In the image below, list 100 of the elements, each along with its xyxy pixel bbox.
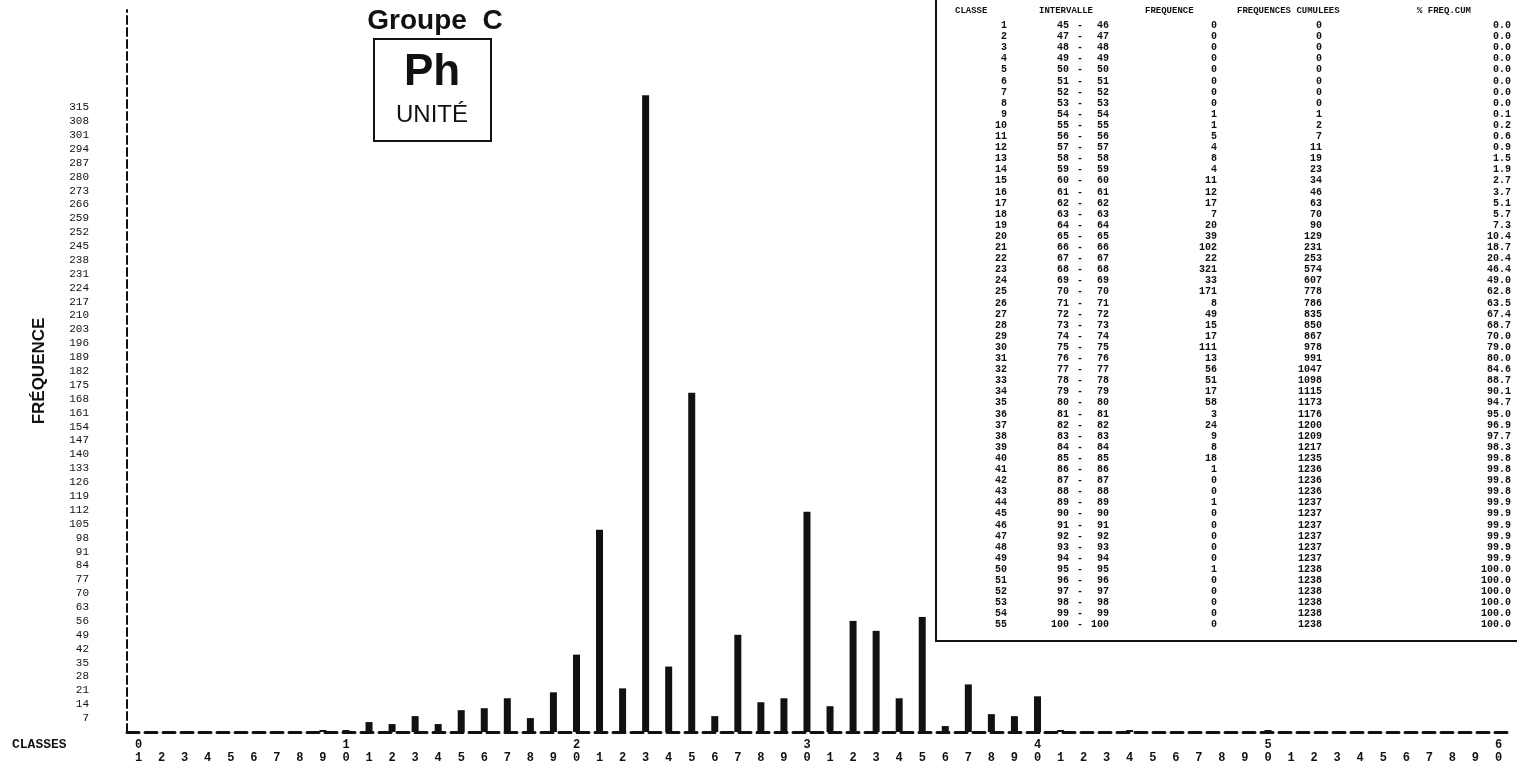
- text: 26 71 - 71 8 786 63.5: [994, 297, 1511, 309]
- x-tick-label: 4: [204, 750, 212, 765]
- y-tick-label: 196: [69, 337, 89, 350]
- text: 25 70 - 70 171 778 62.8: [994, 286, 1511, 298]
- y-tick-label: 231: [69, 267, 90, 280]
- text: 43 88 - 88 0 1236 99.8: [994, 486, 1511, 498]
- x-tick-label: 4: [1126, 750, 1134, 765]
- x-tick-label: 1: [826, 750, 834, 765]
- y-tick-label: 35: [75, 656, 89, 669]
- x-tick-label: 3: [872, 750, 880, 765]
- x-tick-label: 3: [642, 750, 650, 765]
- x-tick-label: 8: [1448, 750, 1456, 765]
- y-tick-label: 280: [69, 170, 89, 183]
- text: 21 66 - 66 102 231 18.7: [994, 242, 1511, 253]
- y-axis-title: FRÉQUENCE: [29, 317, 48, 425]
- text: 10 55 - 55 1 2 0.2: [994, 119, 1511, 131]
- x-tick-label: 01: [134, 737, 143, 765]
- text: 15 60 - 60 11 34 2.7: [994, 175, 1511, 187]
- x-tick-label: 7: [273, 750, 281, 765]
- text: 6 51 - 51 0 0 0.0: [1000, 75, 1511, 87]
- annotation: UNITÉ: [396, 99, 468, 127]
- category-label: FREQUENCE: [1145, 6, 1194, 16]
- text: 29 74 - 74 17 867 70.0: [994, 330, 1511, 342]
- text: 54 99 - 99 0 1238 100.0: [994, 608, 1511, 620]
- x-tick-label: 7: [1425, 750, 1433, 765]
- text: 31 76 - 76 13 991 80.0: [994, 353, 1511, 364]
- text: 35 80 - 80 58 1173 94.7: [994, 397, 1511, 409]
- x-tick-label: 8: [757, 750, 765, 765]
- x-tick-label: 9: [1471, 750, 1480, 765]
- text: 20 65 - 65 39 129 10.4: [994, 230, 1511, 242]
- x-tick-label: 9: [549, 750, 558, 765]
- x-tick-label: 5: [1379, 750, 1387, 765]
- x-tick-label: 9: [1241, 750, 1249, 765]
- text: 13 58 - 58 8 19 1.5: [994, 153, 1511, 165]
- text: 11 56 - 56 5 7 0.6: [994, 131, 1511, 142]
- text: 8 53 - 53 0 0 0.0: [1000, 97, 1511, 109]
- x-tick-label: 2: [1310, 750, 1318, 765]
- x-tick-label: 5: [1149, 750, 1157, 765]
- x-tick-label: 8: [296, 750, 304, 765]
- y-tick-label: 119: [69, 489, 89, 502]
- text: 4 49 - 49 0 0 0.0: [1000, 53, 1511, 65]
- x-tick-label: 6: [1172, 750, 1180, 765]
- x-tick-label: 2: [849, 750, 857, 765]
- text: 46 91 - 91 0 1237 99.9: [994, 519, 1511, 531]
- y-tick-label: 91: [75, 545, 90, 558]
- x-tick-label: 6: [941, 750, 949, 765]
- x-tick-label: 6: [1402, 750, 1410, 765]
- y-tick-label: 77: [75, 573, 89, 586]
- y-tick-label: 315: [69, 101, 89, 114]
- category-label: CLASSE: [955, 6, 988, 16]
- text: 28 73 - 73 15 850 68.7: [994, 319, 1511, 331]
- y-tick-label: 224: [69, 281, 90, 294]
- y-tick-label: 105: [69, 517, 89, 530]
- y-tick-label: 210: [69, 309, 89, 322]
- x-tick-label: 2: [1079, 750, 1088, 765]
- y-tick-label: 168: [69, 392, 89, 405]
- y-tick-label: 7: [82, 712, 89, 725]
- text: 1 45 - 46 0 0 0.0: [1000, 20, 1511, 31]
- y-tick-label: 14: [75, 698, 90, 711]
- x-tick-label: 1: [365, 750, 373, 765]
- x-tick-label: 3: [181, 750, 189, 765]
- text: 2 47 - 47 0 0 0.0: [1000, 31, 1511, 43]
- x-tick-label: 9: [319, 750, 327, 765]
- x-tick-label: 40: [1033, 737, 1042, 765]
- y-tick-label: 182: [69, 365, 89, 377]
- x-tick-label: 4: [665, 750, 673, 765]
- text: 41 86 - 86 1 1236 99.8: [994, 464, 1511, 475]
- y-tick-label: 301: [69, 128, 90, 141]
- text: 34 79 - 79 17 1115 90.1: [994, 386, 1511, 398]
- text: 3 48 - 48 0 0 0.0: [1000, 42, 1511, 54]
- y-tick-label: 84: [75, 559, 90, 572]
- x-tick-label: 7: [964, 750, 972, 765]
- text: 48 93 - 93 0 1237 99.9: [994, 541, 1511, 553]
- text: 5 50 - 50 0 0 0.0: [1000, 64, 1511, 76]
- x-tick-label: 9: [1010, 750, 1019, 765]
- x-tick-label: 5: [457, 750, 465, 765]
- text: 14 59 - 59 4 23 1.9: [994, 164, 1511, 176]
- text: 19 64 - 64 20 90 7.3: [994, 219, 1511, 231]
- x-tick-label: 7: [1195, 750, 1203, 765]
- y-tick-label: 245: [69, 240, 89, 253]
- y-tick-label: 273: [69, 184, 89, 197]
- y-tick-label: 133: [69, 462, 89, 475]
- x-tick-label: 4: [895, 750, 903, 765]
- x-tick-label: 2: [157, 750, 166, 765]
- text: 27 72 - 72 49 835 67.4: [994, 308, 1511, 320]
- text: 45 90 - 90 0 1237 99.9: [994, 508, 1511, 520]
- x-tick-label: 30: [803, 737, 811, 765]
- text: 16 61 - 61 12 46 3.7: [994, 186, 1511, 198]
- text: 51 96 - 96 0 1238 100.0: [994, 575, 1511, 586]
- text: 42 87 - 87 0 1236 99.8: [994, 475, 1511, 487]
- y-tick-label: 189: [69, 351, 89, 364]
- y-tick-label: 294: [69, 142, 90, 155]
- text: 22 67 - 67 22 253 20.4: [994, 253, 1511, 265]
- x-tick-label: 6: [711, 750, 719, 765]
- text: 39 84 - 84 8 1217 98.3: [994, 441, 1511, 453]
- text: 37 82 - 82 24 1200 96.9: [994, 419, 1511, 431]
- y-tick-label: 98: [75, 531, 89, 544]
- x-tick-label: 2: [388, 750, 396, 765]
- text: 18 63 - 63 7 70 5.7: [994, 208, 1511, 220]
- x-tick-label: 3: [411, 750, 419, 765]
